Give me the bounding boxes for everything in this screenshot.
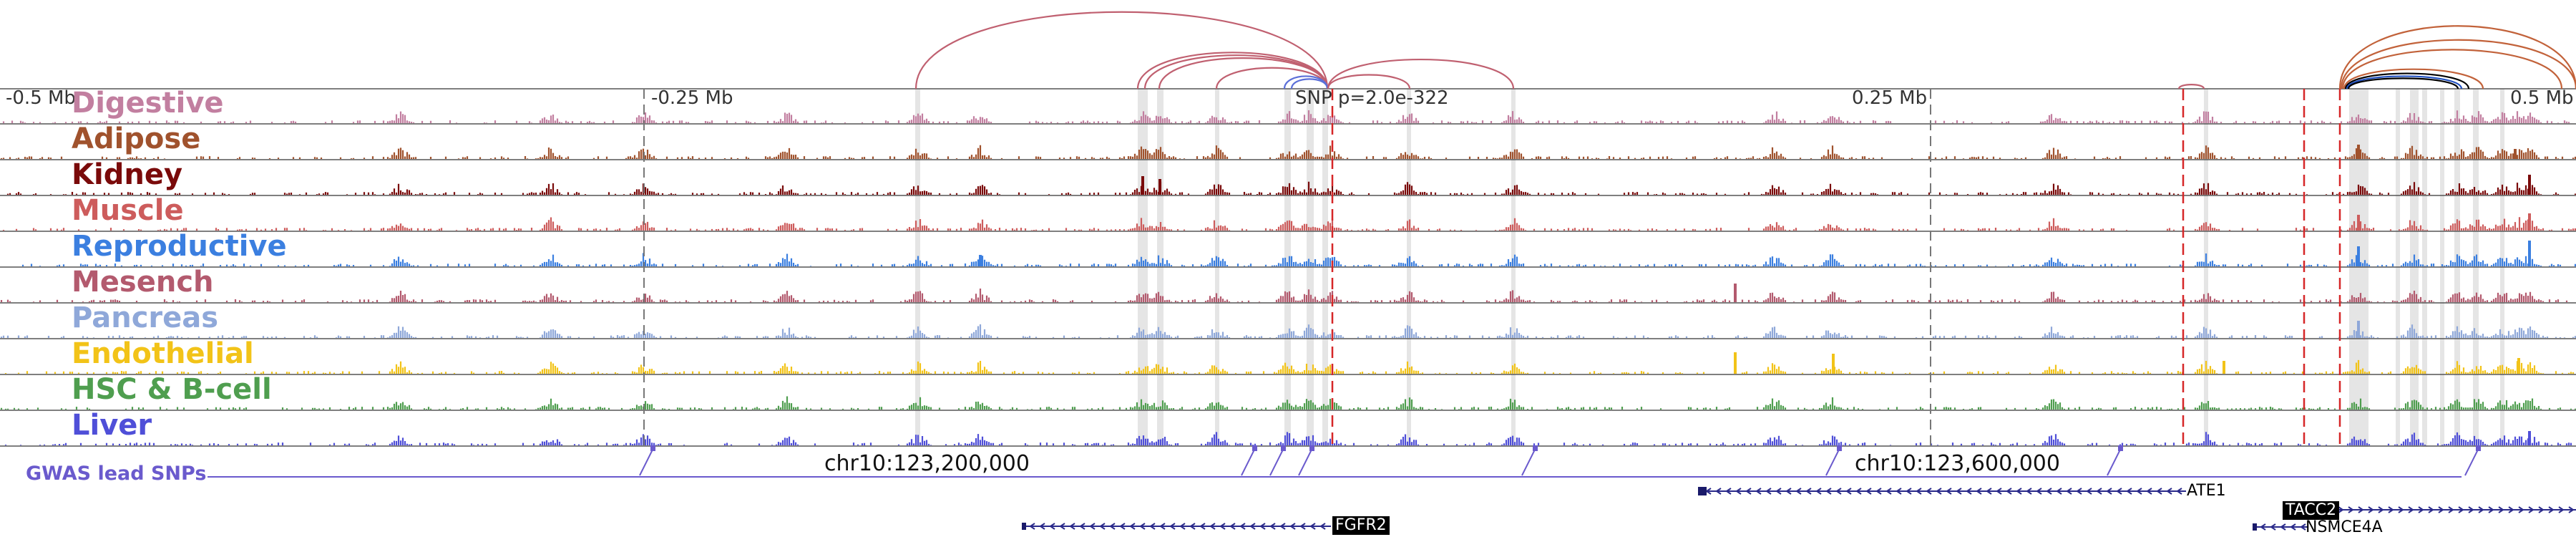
highlight-region — [1138, 89, 1148, 447]
gene-label-fgfr2[interactable]: FGFR2 — [1332, 516, 1390, 535]
highlight-region — [2440, 89, 2444, 447]
gwas-lead-snp-marker — [1837, 445, 1842, 451]
signal-track-hsc-b-cell — [0, 396, 2576, 410]
scale-mid-right-label: 0.25 Mb — [1852, 87, 1928, 109]
link-arc — [1290, 78, 1329, 90]
gwas-lead-snp-marker — [2118, 445, 2123, 451]
track-label-hsc-b-cell: HSC & B-cell — [72, 373, 272, 406]
track-label-muscle: Muscle — [72, 194, 184, 227]
gwas-snp-connector — [1298, 449, 1312, 476]
link-arc — [2343, 68, 2484, 90]
link-arc — [2347, 77, 2459, 90]
highlight-region — [2349, 89, 2368, 447]
highlight-region — [2410, 89, 2419, 447]
signal-track-adipose — [0, 145, 2576, 159]
highlight-region — [1407, 89, 1411, 447]
gene-nsmce4a-exon — [2253, 523, 2257, 531]
signal-track-digestive — [2, 110, 2570, 123]
signal-track-pancreas — [0, 324, 2576, 338]
gene-tacc2-strand-arrows — [2338, 506, 2575, 513]
highlight-region — [2473, 89, 2479, 447]
link-arc — [2344, 72, 2470, 90]
gwas-snp-connector — [1241, 449, 1255, 476]
track-label-liver: Liver — [72, 409, 152, 442]
gene-label-tacc2[interactable]: TACC2 — [2283, 501, 2340, 520]
coordinate-label-left: chr10:123,200,000 — [824, 451, 1030, 476]
snp-pvalue-label: SNP p=2.0e-322 — [1295, 87, 1449, 109]
gwas-track-label: GWAS lead SNPs — [26, 463, 207, 485]
link-arc — [1158, 57, 1329, 90]
gwas-snp-connector — [639, 449, 653, 476]
gwas-lead-snp-marker — [2476, 445, 2481, 451]
link-arc — [2338, 25, 2576, 90]
track-label-digestive: Digestive — [72, 87, 224, 120]
track-label-endothelial: Endothelial — [72, 337, 254, 370]
highlight-region — [2500, 89, 2504, 447]
gene-nsmce4a-strand-arrows — [2260, 523, 2306, 531]
highlight-region — [2454, 89, 2460, 447]
track-label-adipose: Adipose — [72, 122, 201, 155]
scale-right-label: 0.5 Mb — [2510, 87, 2574, 109]
highlight-region — [2396, 89, 2400, 447]
signal-track-mesench — [0, 289, 2568, 302]
link-arc — [1327, 74, 1411, 90]
link-arc — [2346, 75, 2463, 90]
track-label-pancreas: Pancreas — [72, 301, 219, 334]
scale-mid-left-label: -0.25 Mb — [651, 87, 733, 109]
track-label-reproductive: Reproductive — [72, 230, 287, 263]
signal-track-endothelial — [4, 359, 2575, 374]
gene-fgfr2-exon — [1022, 523, 1026, 530]
gene-label-nsmce4a[interactable]: NSMCE4A — [2306, 518, 2383, 536]
gwas-snp-connector — [1825, 449, 1840, 476]
link-arc — [914, 11, 1329, 90]
highlight-region — [1307, 89, 1314, 447]
highlight-region — [2204, 89, 2208, 447]
highlight-region — [1215, 89, 1219, 447]
signal-track-reproductive — [21, 253, 2576, 266]
gwas-lead-snp-marker — [1309, 445, 1314, 451]
highlight-region — [2422, 89, 2427, 447]
gene-fgfr2-strand-arrows — [1029, 523, 1326, 530]
highlight-region — [1157, 89, 1163, 447]
gwas-lead-snp-marker — [1281, 445, 1286, 451]
link-arc — [1327, 58, 1515, 90]
scale-left-label: -0.5 Mb — [6, 87, 76, 109]
link-arc — [2177, 84, 2205, 90]
signal-track-muscle — [2, 216, 2576, 231]
link-arc — [2341, 49, 2563, 90]
signal-track-liver — [4, 432, 2572, 445]
coordinate-label-right: chr10:123,600,000 — [1855, 451, 2060, 476]
gwas-snp-connector — [1269, 449, 1284, 476]
gwas-snp-connector — [2107, 449, 2121, 476]
gwas-lead-snp-marker — [1533, 445, 1538, 451]
gwas-snp-connector — [1521, 449, 1536, 476]
gwas-lead-snp-marker — [650, 445, 655, 451]
gwas-snp-connector — [2464, 449, 2479, 476]
gwas-lead-snp-marker — [1252, 445, 1257, 451]
highlight-region — [1284, 89, 1291, 447]
track-label-kidney: Kidney — [72, 158, 183, 191]
highlight-region — [1322, 89, 1328, 447]
link-arc — [2340, 39, 2576, 90]
track-label-mesench: Mesench — [72, 266, 214, 299]
highlight-region — [915, 89, 920, 447]
gene-label-ate1[interactable]: ATE1 — [2187, 482, 2226, 500]
highlight-region — [1511, 89, 1516, 447]
signal-track-kidney — [6, 181, 2576, 195]
gene-ate1-exon — [1698, 487, 1707, 495]
